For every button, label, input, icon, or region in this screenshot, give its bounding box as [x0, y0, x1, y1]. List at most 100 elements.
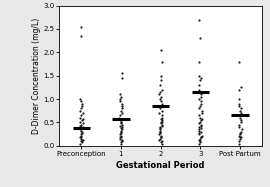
- Point: [239, 130, 244, 133]
- Point: [78, 128, 82, 131]
- Point: [197, 79, 202, 82]
- Point: [79, 129, 83, 132]
- Point: [198, 105, 202, 108]
- Y-axis label: D-Dimer Concentration (mg/L): D-Dimer Concentration (mg/L): [32, 18, 40, 134]
- Point: [237, 102, 241, 105]
- Point: [159, 125, 164, 128]
- Point: [157, 128, 162, 131]
- Point: [160, 142, 164, 145]
- Point: [120, 123, 124, 126]
- Point: [199, 135, 204, 138]
- Point: [198, 140, 202, 143]
- Point: [158, 105, 163, 108]
- Point: [159, 135, 164, 138]
- Point: [119, 112, 124, 115]
- Point: [239, 121, 243, 124]
- Point: [237, 134, 241, 137]
- X-axis label: Gestational Period: Gestational Period: [116, 161, 205, 170]
- Point: [197, 142, 201, 145]
- Point: [79, 133, 83, 136]
- Point: [237, 98, 241, 101]
- Point: [159, 120, 164, 123]
- Point: [160, 119, 164, 122]
- Point: [197, 107, 202, 110]
- Point: [120, 126, 124, 129]
- Point: [118, 135, 122, 138]
- Point: [159, 100, 164, 103]
- Point: [158, 129, 162, 132]
- Point: [119, 131, 124, 134]
- Point: [158, 121, 163, 124]
- Point: [160, 116, 164, 119]
- Point: [197, 131, 202, 134]
- Point: [79, 136, 83, 139]
- Point: [158, 130, 162, 133]
- Point: [197, 129, 201, 132]
- Point: [158, 137, 162, 140]
- Point: [120, 105, 124, 108]
- Point: [199, 125, 203, 128]
- Point: [80, 130, 84, 133]
- Point: [119, 121, 123, 124]
- Point: [198, 141, 202, 144]
- Point: [79, 119, 84, 122]
- Point: [198, 127, 203, 130]
- Point: [119, 119, 123, 122]
- Point: [78, 127, 83, 130]
- Point: [117, 100, 122, 103]
- Point: [199, 123, 204, 126]
- Point: [237, 133, 242, 136]
- Point: [158, 122, 163, 125]
- Point: [239, 86, 244, 89]
- Point: [118, 141, 123, 144]
- Point: [80, 117, 85, 120]
- Point: [239, 114, 243, 117]
- Point: [77, 121, 82, 124]
- Point: [79, 107, 83, 110]
- Point: [197, 18, 201, 21]
- Point: [197, 122, 201, 125]
- Point: [79, 123, 83, 126]
- Point: [118, 98, 123, 101]
- Point: [80, 139, 84, 142]
- Point: [120, 77, 124, 80]
- Point: [197, 116, 202, 119]
- Point: [200, 134, 204, 137]
- Point: [120, 128, 124, 131]
- Point: [199, 95, 203, 98]
- Point: [78, 98, 82, 101]
- Point: [80, 122, 85, 125]
- Point: [199, 93, 204, 96]
- Point: [78, 142, 82, 145]
- Point: [158, 84, 163, 87]
- Point: [157, 133, 162, 136]
- Point: [119, 109, 123, 112]
- Point: [238, 109, 242, 112]
- Point: [79, 114, 83, 117]
- Point: [78, 134, 83, 137]
- Point: [119, 134, 123, 137]
- Point: [117, 114, 122, 117]
- Point: [197, 126, 201, 129]
- Point: [80, 131, 84, 134]
- Point: [237, 60, 241, 63]
- Point: [159, 117, 163, 120]
- Point: [78, 125, 83, 128]
- Point: [119, 127, 123, 130]
- Point: [158, 107, 162, 110]
- Point: [158, 134, 163, 137]
- Point: [160, 114, 164, 117]
- Point: [198, 91, 203, 94]
- Point: [159, 79, 163, 82]
- Point: [159, 49, 164, 52]
- Point: [160, 88, 164, 91]
- Point: [239, 128, 244, 131]
- Point: [79, 100, 83, 103]
- Point: [238, 137, 242, 140]
- Point: [197, 114, 201, 117]
- Point: [119, 122, 123, 125]
- Point: [80, 105, 84, 108]
- Point: [160, 60, 164, 63]
- Point: [236, 123, 241, 126]
- Point: [238, 116, 242, 119]
